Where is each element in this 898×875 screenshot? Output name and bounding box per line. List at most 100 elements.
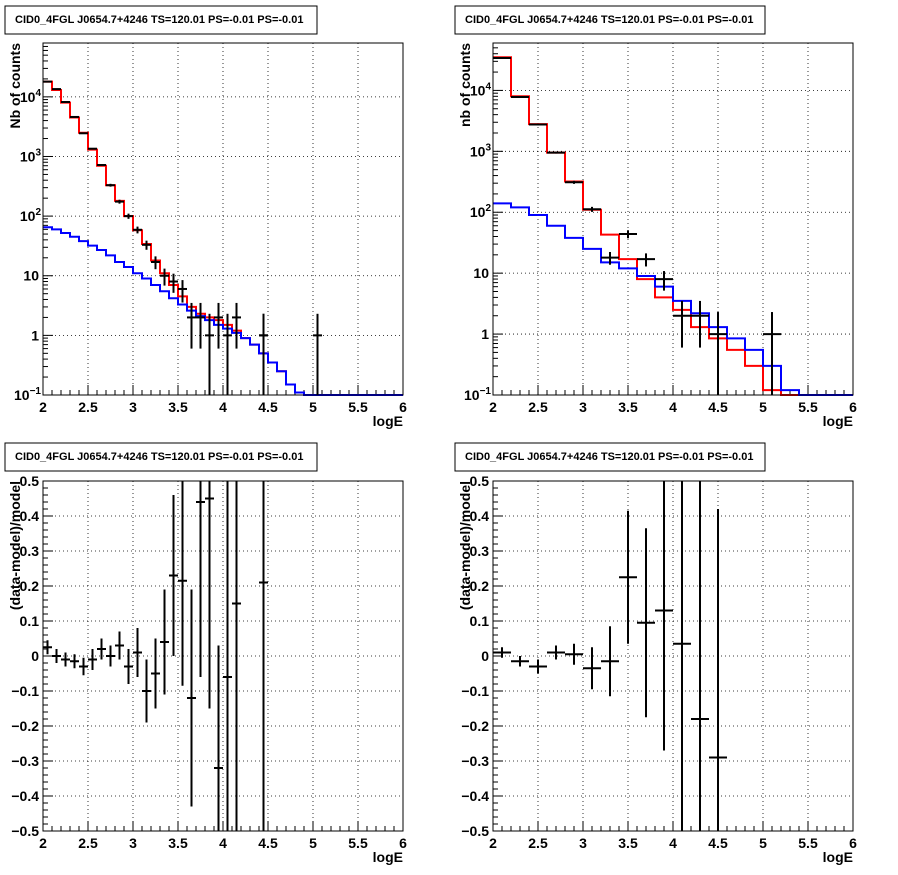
x-tick-label: 2.5 (78, 835, 98, 851)
y-tick-label: 10−1 (464, 386, 491, 403)
x-tick-label: 3.5 (618, 399, 638, 415)
y-tick-exponent: 4 (35, 88, 41, 99)
x-tick-label: 5.5 (348, 399, 368, 415)
x-tick-label: 6 (849, 399, 857, 415)
y-tick-label: 103 (20, 147, 42, 164)
y-tick-base: 10 (14, 387, 30, 403)
x-tick-label: 5.5 (798, 399, 818, 415)
y-tick-base: 10 (470, 82, 486, 98)
x-tick-label: 5 (309, 835, 317, 851)
title-box (4, 442, 318, 472)
plot-frame (42, 480, 404, 832)
x-axis-title: logE (823, 849, 853, 865)
y-tick-label: −0.1 (11, 683, 39, 699)
y-tick-base: 10 (470, 204, 486, 220)
x-tick-label: 2 (39, 399, 47, 415)
x-tick-label: 3.5 (168, 835, 188, 851)
y-tick-label: 10−1 (14, 386, 41, 403)
y-tick-label: 0 (31, 648, 39, 664)
y-tick-label: −0.3 (11, 753, 39, 769)
x-tick-label: 4.5 (708, 399, 728, 415)
y-tick-label: 103 (470, 142, 492, 159)
x-tick-label: 3 (579, 835, 587, 851)
y-tick-label: 104 (20, 88, 42, 105)
y-tick-label: −0.4 (461, 788, 489, 804)
y-tick-base: 10 (473, 265, 489, 281)
x-tick-label: 3.5 (168, 399, 188, 415)
plot-frame (492, 480, 854, 832)
x-tick-label: 5.5 (798, 835, 818, 851)
y-axis-title: Nb of counts (7, 43, 23, 129)
title-box (454, 442, 766, 472)
x-tick-label: 4 (669, 835, 677, 851)
y-tick-base: 10 (20, 89, 36, 105)
y-tick-label: 104 (470, 81, 492, 98)
chart-panel-top-left: CID0_4FGL J0654.7+4246 TS=120.01 PS=-0.0… (4, 5, 407, 429)
x-tick-label: 4.5 (708, 835, 728, 851)
x-tick-label: 6 (399, 399, 407, 415)
x-tick-label: 4 (219, 835, 227, 851)
x-tick-label: 4 (669, 399, 677, 415)
y-tick-label: −0.4 (11, 788, 39, 804)
y-tick-exponent: 2 (35, 207, 41, 218)
x-tick-label: 4 (219, 399, 227, 415)
x-tick-label: 3.5 (618, 835, 638, 851)
x-tick-label: 2 (39, 835, 47, 851)
y-tick-label: 0.5 (470, 473, 490, 489)
y-tick-label: 10 (23, 268, 39, 284)
chart-title: CID0_4FGL J0654.7+4246 TS=120.01 PS=-0.0… (15, 451, 303, 463)
y-tick-base: 10 (464, 387, 480, 403)
y-tick-base: 10 (20, 148, 36, 164)
plot-frame (42, 42, 404, 396)
y-tick-base: 10 (470, 143, 486, 159)
x-tick-label: 2 (489, 835, 497, 851)
y-tick-label: −0.5 (11, 823, 39, 839)
y-tick-label: 0.1 (20, 613, 40, 629)
y-tick-exponent: 3 (485, 142, 491, 153)
chart-title: CID0_4FGL J0654.7+4246 TS=120.01 PS=-0.0… (465, 14, 753, 26)
histogram-series-1 (493, 202, 853, 396)
chart-title: CID0_4FGL J0654.7+4246 TS=120.01 PS=-0.0… (15, 14, 303, 26)
chart-panel-top-right: CID0_4FGL J0654.7+4246 TS=120.01 PS=-0.0… (454, 5, 857, 429)
y-tick-base: 1 (31, 327, 39, 343)
x-tick-label: 5 (759, 835, 767, 851)
x-tick-label: 3 (129, 399, 137, 415)
x-tick-label: 3 (129, 835, 137, 851)
y-tick-base: 10 (20, 208, 36, 224)
y-tick-exponent: 2 (485, 203, 491, 214)
title-box (454, 5, 766, 35)
chart-panel-bottom-left: CID0_4FGL J0654.7+4246 TS=120.01 PS=-0.0… (4, 442, 407, 865)
y-axis-title: (data-model)/model (457, 481, 473, 610)
x-tick-label: 5 (309, 399, 317, 415)
x-axis-title: logE (373, 849, 403, 865)
y-tick-label: 1 (31, 327, 39, 343)
y-tick-label: −0.2 (11, 718, 39, 734)
y-tick-base: 10 (23, 268, 39, 284)
y-tick-label: −0.3 (461, 753, 489, 769)
x-tick-label: 2.5 (528, 399, 548, 415)
y-tick-label: 10 (473, 265, 489, 281)
y-tick-exponent: 4 (485, 81, 491, 92)
y-tick-exponent: −1 (30, 386, 42, 397)
x-tick-label: 6 (849, 835, 857, 851)
x-tick-label: 4.5 (258, 835, 278, 851)
y-tick-label: 0.5 (20, 473, 40, 489)
x-axis-title: logE (373, 413, 403, 429)
x-tick-label: 2.5 (78, 399, 98, 415)
x-tick-label: 3 (579, 399, 587, 415)
x-tick-label: 5.5 (348, 835, 368, 851)
y-tick-label: 0.1 (470, 613, 490, 629)
x-axis-title: logE (823, 413, 853, 429)
x-tick-label: 5 (759, 399, 767, 415)
y-tick-label: 102 (20, 207, 42, 224)
y-tick-label: −0.1 (461, 683, 489, 699)
y-axis-title: nb of counts (457, 43, 473, 127)
y-tick-label: 0 (481, 648, 489, 664)
y-axis-title: (data-model)/model (7, 481, 23, 610)
y-tick-label: 0.2 (20, 578, 40, 594)
chart-title: CID0_4FGL J0654.7+4246 TS=120.01 PS=-0.0… (465, 451, 753, 463)
y-tick-exponent: 3 (35, 147, 41, 158)
y-tick-base: 1 (481, 326, 489, 342)
y-tick-label: 0.3 (470, 543, 490, 559)
